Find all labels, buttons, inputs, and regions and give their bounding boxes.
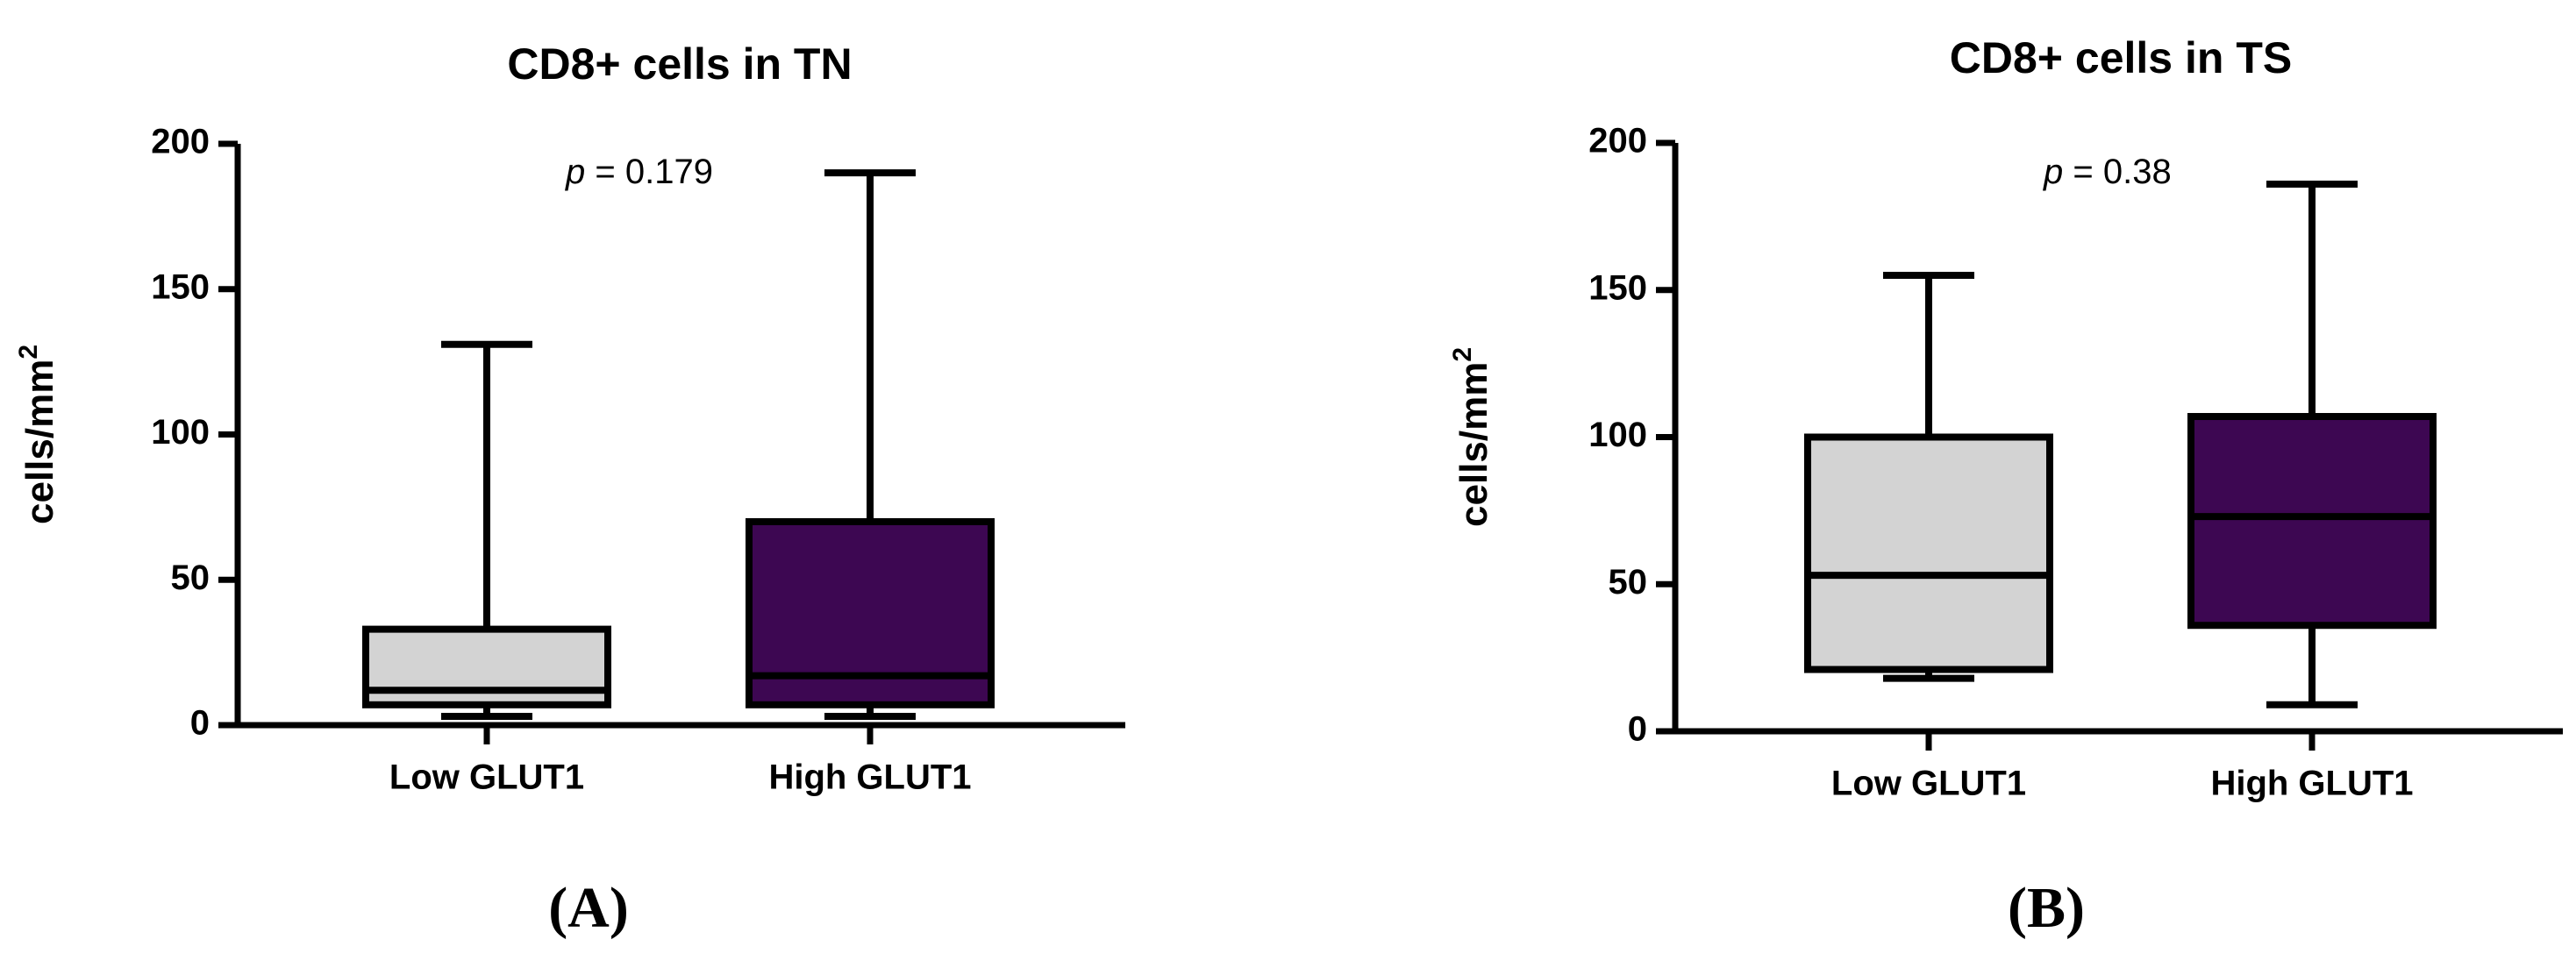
y-axis-label-superscript: 2 xyxy=(14,345,43,359)
panel-label-b: (B) xyxy=(2008,876,2085,940)
p-value-symbol: p xyxy=(2043,153,2063,191)
y-tick-label: 200 xyxy=(151,123,210,161)
p-value-symbol: p xyxy=(565,153,585,191)
x-tick-label: Low GLUT1 xyxy=(1831,765,2026,803)
y-axis-label-text: cells/mm xyxy=(18,359,61,524)
box-iqr xyxy=(2187,413,2437,630)
y-axis-label-superscript: 2 xyxy=(1448,347,1477,362)
p-value-text: = 0.38 xyxy=(2063,153,2171,191)
chart-panel: CD8+ cells in TS cells/mm2 0 50 100 150 200 Low… xyxy=(1448,33,2563,803)
y-tick-label: 150 xyxy=(151,267,210,306)
y-axis-label: cells/mm2 xyxy=(14,345,61,524)
y-tick-label: 0 xyxy=(1628,710,1647,749)
y-tick-label: 50 xyxy=(1609,563,1648,602)
p-value-annotation: p = 0.38 xyxy=(2043,153,2172,191)
x-tick-label: High GLUT1 xyxy=(2210,765,2413,803)
y-tick-label: 0 xyxy=(190,704,210,743)
chart-panel: CD8+ cells in TN cells/mm2 0 50 100 150 200 Low… xyxy=(14,39,1125,797)
y-tick-label: 200 xyxy=(1588,122,1647,160)
y-axis-label-text: cells/mm xyxy=(1452,362,1495,527)
y-tick-label: 50 xyxy=(171,559,211,597)
x-tick-label: Low GLUT1 xyxy=(389,758,584,797)
y-tick-label: 100 xyxy=(1588,416,1647,454)
panel-label-a: (A) xyxy=(548,876,629,940)
y-tick-label: 100 xyxy=(151,413,210,452)
y-axis-label: cells/mm2 xyxy=(1448,347,1495,527)
chart-title: CD8+ cells in TN xyxy=(507,39,852,89)
chart-title: CD8+ cells in TS xyxy=(1950,33,2292,82)
x-tick-label: High GLUT1 xyxy=(768,758,971,797)
box-iqr xyxy=(1804,433,2053,673)
y-tick-label: 150 xyxy=(1588,268,1647,307)
p-value-text: = 0.179 xyxy=(585,153,713,191)
p-value-annotation: p = 0.179 xyxy=(565,153,713,191)
